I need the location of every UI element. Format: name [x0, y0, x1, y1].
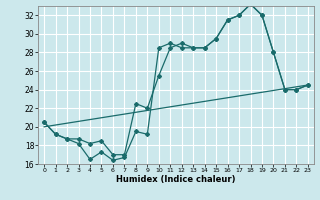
- X-axis label: Humidex (Indice chaleur): Humidex (Indice chaleur): [116, 175, 236, 184]
